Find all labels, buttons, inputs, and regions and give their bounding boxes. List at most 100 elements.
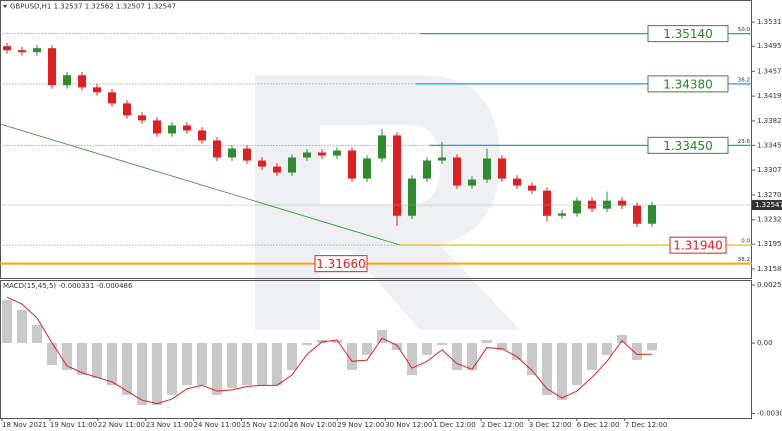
macd-bar xyxy=(347,342,357,370)
macd-bar xyxy=(647,342,657,351)
candle-body xyxy=(558,213,566,216)
macd-bar xyxy=(377,329,387,343)
main-panel-border xyxy=(0,0,752,279)
macd-bar xyxy=(557,342,567,400)
candle-body xyxy=(633,205,641,224)
candle-body xyxy=(303,152,311,158)
macd-bar xyxy=(212,342,222,395)
macd-title: MACD(15,45,5) -0.000331 -0.000486 xyxy=(3,282,133,290)
macd-bar xyxy=(152,342,162,406)
x-tick-label: 24 Nov 11:00 xyxy=(194,421,241,429)
x-tick-label: 18 Nov 2021 xyxy=(2,421,47,429)
macd-bar xyxy=(137,342,147,406)
y-tick-label: 1.32325 xyxy=(757,216,782,224)
candle-body xyxy=(498,158,506,179)
chart-title: GBPUSD,H1 1.32537 1.32562 1.32507 1.3254… xyxy=(10,3,176,11)
macd-bar xyxy=(92,342,102,379)
macd-bar xyxy=(452,342,462,370)
macd-bar xyxy=(602,342,612,355)
macd-bar xyxy=(287,342,297,370)
candle-body xyxy=(48,48,56,86)
macd-bar xyxy=(2,299,12,343)
macd-bar xyxy=(542,342,552,395)
fib-label: 50.0 xyxy=(738,27,751,33)
macd-bar xyxy=(467,342,477,370)
macd-bar xyxy=(77,342,87,376)
macd-bar xyxy=(167,342,177,395)
candle-body xyxy=(378,135,386,159)
macd-bar xyxy=(302,342,312,346)
candle-body xyxy=(153,120,161,134)
y-tick-label: 1.32700 xyxy=(757,191,782,199)
candle-body xyxy=(603,200,611,209)
candle-body xyxy=(438,157,446,161)
macd-bar xyxy=(437,342,447,346)
candle-body xyxy=(183,125,191,131)
candle-body xyxy=(423,160,431,179)
macd-bar xyxy=(617,334,627,343)
level-label: 1.33450 xyxy=(663,139,713,153)
level-box xyxy=(314,255,368,273)
candle-body xyxy=(588,200,596,209)
macd-bar xyxy=(527,342,537,376)
level-label: 1.31940 xyxy=(673,239,723,253)
macd-bar xyxy=(407,342,417,376)
macd-y-tick-label: 0.00 xyxy=(757,339,773,347)
macd-bar xyxy=(227,342,237,389)
x-tick-label: 3 Dec 12:00 xyxy=(529,421,572,429)
y-tick-label: 1.34195 xyxy=(757,92,782,100)
macd-y-tick-label: -0.003078 xyxy=(757,409,782,417)
x-tick-label: 6 Dec 12:00 xyxy=(577,421,620,429)
macd-bar xyxy=(362,342,372,355)
x-tick-label: 19 Nov 11:00 xyxy=(50,421,97,429)
fib-label: 23.6 xyxy=(738,139,751,145)
candle-body xyxy=(453,157,461,186)
last-price-label: 1.32547 xyxy=(755,201,782,209)
macd-panel-border xyxy=(0,280,752,419)
macd-bar xyxy=(572,342,582,386)
candle-body xyxy=(78,75,86,88)
candle-body xyxy=(123,103,131,116)
macd-bar xyxy=(272,342,282,386)
macd-bar xyxy=(182,342,192,386)
y-tick-label: 1.33075 xyxy=(757,166,782,174)
macd-bar xyxy=(122,342,132,395)
candle-body xyxy=(243,148,251,161)
fib-label: 0.0 xyxy=(741,239,750,245)
candle-body xyxy=(228,148,236,158)
macd-bar xyxy=(242,342,252,386)
macd-bar xyxy=(62,342,72,370)
x-tick-label: 2 Dec 12:00 xyxy=(481,421,524,429)
macd-bar xyxy=(422,342,432,355)
candle-body xyxy=(348,150,356,179)
y-tick-label: 1.33450 xyxy=(757,141,782,149)
level-label: 1.31660 xyxy=(316,257,366,271)
candle-body xyxy=(513,178,521,186)
candle-body xyxy=(483,158,491,180)
macd-bar xyxy=(632,342,642,360)
macd-bar xyxy=(512,342,522,360)
level-box xyxy=(669,236,727,254)
candle-body xyxy=(33,48,41,53)
candle-body xyxy=(168,125,176,134)
candle-body xyxy=(18,50,26,53)
level-box xyxy=(647,75,729,93)
last-price-box xyxy=(752,200,782,211)
trend-line xyxy=(0,123,401,246)
macd-bar xyxy=(497,342,507,351)
macd-bar xyxy=(332,340,342,343)
x-tick-label: 25 Nov 12:00 xyxy=(242,421,289,429)
candle-body xyxy=(258,160,266,167)
macd-bar xyxy=(47,342,57,365)
candle-body xyxy=(618,200,626,206)
candle-body xyxy=(333,150,341,156)
y-tick-label: 1.31955 xyxy=(757,240,782,248)
macd-bar xyxy=(392,342,402,351)
candle-body xyxy=(393,135,401,216)
candle-body xyxy=(3,46,11,51)
candle-body xyxy=(648,205,656,224)
candle-body xyxy=(63,75,71,86)
macd-bar xyxy=(197,342,207,386)
